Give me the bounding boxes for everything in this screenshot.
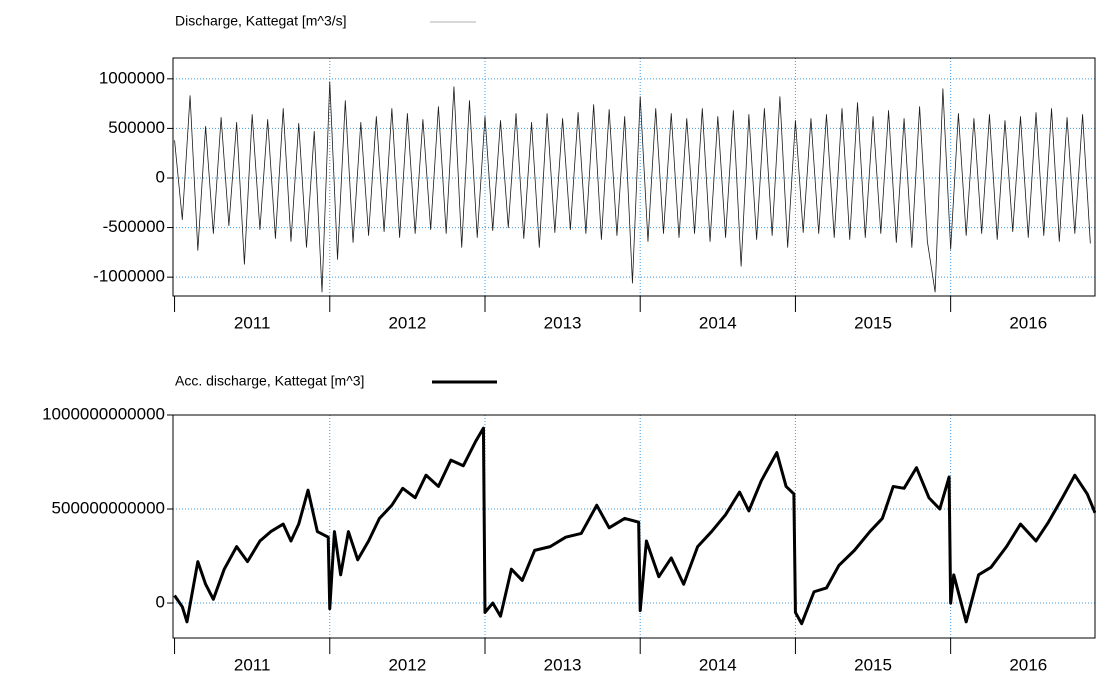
x-tick-label: 2013 [544, 655, 582, 673]
plot-frame [172, 414, 1096, 639]
y-tick-label: 0 [156, 167, 165, 186]
y-tick-label: 500000000000 [52, 498, 165, 517]
x-tick-label: 2013 [544, 313, 582, 332]
x-tick-label: 2011 [234, 655, 271, 673]
y-tick-label: -1000000 [93, 267, 165, 286]
legend-label: Acc. discharge, Kattegat [m^3] [175, 373, 364, 389]
legend-label: Discharge, Kattegat [m^3/s] [175, 13, 347, 29]
x-tick-label: 2015 [854, 313, 892, 332]
data-line [173, 426, 1096, 626]
y-tick-label: 500000 [108, 118, 165, 137]
y-tick-label: -500000 [103, 217, 165, 236]
x-tick-label: 2012 [388, 655, 426, 673]
data-line [174, 81, 1091, 293]
x-tick-label: 2011 [234, 313, 271, 332]
x-tick-label: 2016 [1009, 655, 1047, 673]
x-tick-label: 2015 [854, 655, 892, 673]
x-tick-label: 2014 [699, 313, 737, 332]
y-tick-label: 1000000 [99, 68, 165, 87]
plot-frame [172, 57, 1096, 297]
x-tick-label: 2016 [1009, 313, 1047, 332]
y-tick-label: 1000000000000 [42, 404, 165, 423]
x-tick-label: 2014 [699, 655, 737, 673]
x-tick-label: 2012 [388, 313, 426, 332]
y-tick-label: 0 [156, 593, 165, 612]
